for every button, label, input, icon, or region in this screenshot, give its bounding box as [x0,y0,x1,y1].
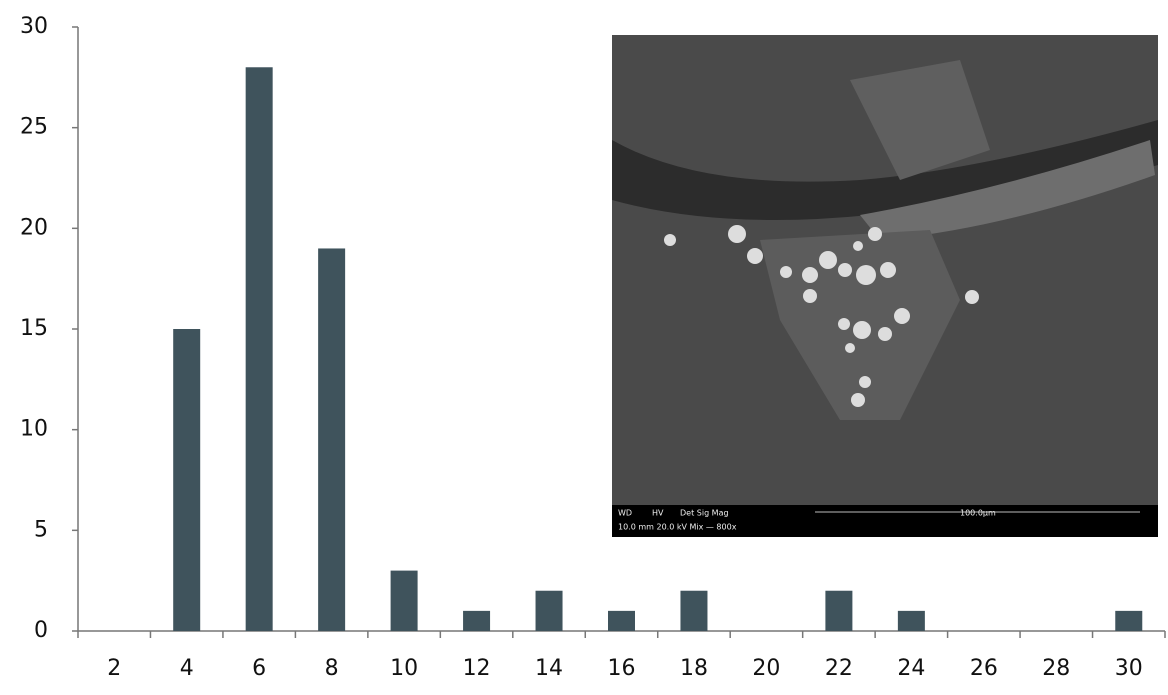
bar [318,248,345,631]
bar [391,571,418,631]
x-tick-label: 22 [825,656,853,681]
x-tick-label: 20 [752,656,780,681]
x-tick-label: 30 [1115,656,1143,681]
x-tick-label: 10 [390,656,418,681]
bar [608,611,635,631]
y-tick-label: 0 [34,618,48,643]
y-tick-label: 15 [20,316,48,341]
x-tick-label: 16 [608,656,636,681]
x-tick-label: 4 [180,656,194,681]
bar [536,591,563,631]
bar [173,329,200,631]
x-tick-label: 18 [680,656,708,681]
x-tick-label: 14 [535,656,563,681]
y-tick-label: 30 [20,14,48,39]
sem-label: WD [618,509,632,518]
x-tick-label: 12 [463,656,491,681]
bar [825,591,852,631]
chart: WD HV Det Sig Mag 10.0 mm 20.0 kV Mix — … [0,0,1168,691]
bar [1115,611,1142,631]
x-tick-label: 26 [970,656,998,681]
x-tick-label: 8 [325,656,339,681]
sem-label: 10.0 mm 20.0 kV Mix — 800x [618,523,737,532]
x-tick-label: 24 [897,656,925,681]
bar [246,67,273,631]
bar [898,611,925,631]
y-tick-label: 5 [34,517,48,542]
bar [463,611,490,631]
sem-label: Det Sig Mag [680,509,729,518]
y-tick-label: 20 [20,215,48,240]
sem-label: HV [652,509,664,518]
y-tick-label: 25 [20,115,48,140]
x-tick-label: 6 [252,656,266,681]
sem-label: 100.0µm [960,509,996,518]
y-tick-label: 10 [20,417,48,442]
x-tick-label: 28 [1042,656,1070,681]
x-tick-label: 2 [107,656,121,681]
bar [680,591,707,631]
inset-image: WD HV Det Sig Mag 10.0 mm 20.0 kV Mix — … [612,35,1158,537]
